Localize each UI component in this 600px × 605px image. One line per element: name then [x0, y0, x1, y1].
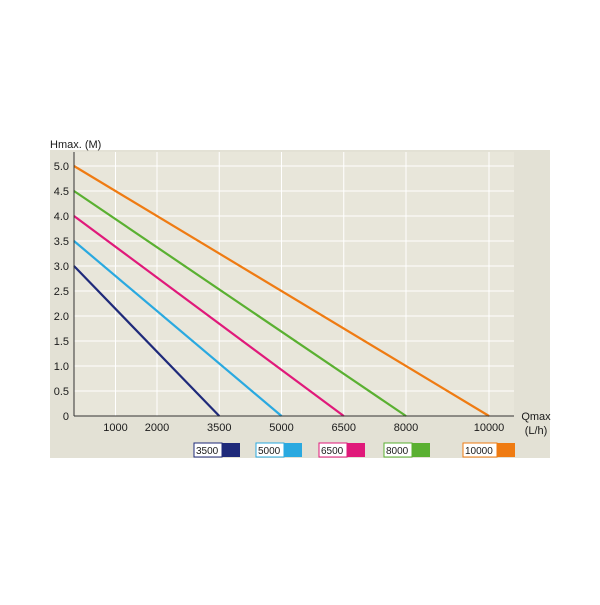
x-tick-label: 8000 [394, 422, 418, 434]
legend-item-10000: 10000 [462, 442, 515, 458]
y-tick-label: 2.5 [54, 286, 69, 298]
x-tick-label: 5000 [269, 422, 293, 434]
legend-swatch [347, 443, 365, 457]
x-axis-label-unit: (L/h) [525, 425, 548, 437]
series-lines [73, 165, 490, 417]
legend-label: 6500 [321, 446, 344, 457]
x-tick-labels: 1000 2000 3500 5000 6500 8000 10000 [103, 422, 504, 434]
legend-label: 8000 [386, 446, 409, 457]
series-line-5000 [73, 240, 283, 417]
x-axis-label-quantity: Qmax [521, 411, 551, 423]
x-tick-label: 6500 [332, 422, 356, 434]
y-tick-label: 3.5 [54, 236, 69, 248]
legend-swatch [222, 443, 240, 457]
legend-item-5000: 5000 [255, 442, 302, 458]
legend-swatch [412, 443, 430, 457]
y-tick-label: 4.5 [54, 186, 69, 198]
plot-area-background [74, 152, 514, 416]
y-tick-label: 0.5 [54, 386, 69, 398]
x-tick-label: 10000 [474, 422, 505, 434]
legend-swatch [284, 443, 302, 457]
series-line-3500 [73, 265, 221, 417]
legend: 3500 5000 6500 8000 10000 [193, 442, 515, 458]
series-line-6500 [73, 215, 345, 417]
y-axis-label: Hmax. (M) [50, 139, 101, 151]
x-tick-label: 2000 [145, 422, 169, 434]
y-tick-labels: 0 0.5 1.0 1.5 2.0 2.5 3.0 3.5 4.0 4.5 5.0 [54, 161, 69, 423]
y-tick-label: 5.0 [54, 161, 69, 173]
y-tick-label: 2.0 [54, 311, 69, 323]
axes [73, 152, 514, 417]
legend-label: 5000 [258, 446, 281, 457]
x-tick-label: 3500 [207, 422, 231, 434]
legend-swatch [497, 443, 515, 457]
y-tick-label: 4.0 [54, 211, 69, 223]
y-tick-label: 1.0 [54, 361, 69, 373]
series-line-10000 [73, 165, 490, 417]
x-tick-label: 1000 [103, 422, 127, 434]
legend-item-3500: 3500 [193, 442, 240, 458]
y-tick-label: 3.0 [54, 261, 69, 273]
legend-label: 3500 [196, 446, 219, 457]
y-tick-label: 0 [63, 411, 69, 423]
y-tick-label: 1.5 [54, 336, 69, 348]
series-line-8000 [73, 190, 407, 417]
legend-item-8000: 8000 [383, 442, 430, 458]
legend-item-6500: 6500 [318, 442, 365, 458]
legend-label: 10000 [465, 446, 493, 457]
